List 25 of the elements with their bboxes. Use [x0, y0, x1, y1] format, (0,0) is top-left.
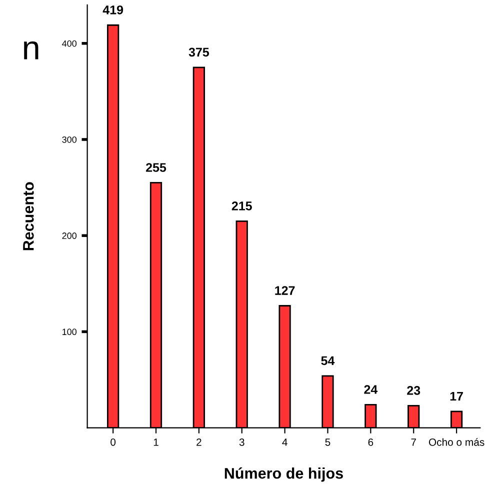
y-tick-label: 200 [62, 232, 77, 239]
x-tick-label: 5 [325, 438, 330, 446]
x-tick-label: 6 [368, 438, 374, 446]
text: n [24, 41, 38, 60]
data-label: 255 [146, 163, 166, 172]
data-label: 375 [188, 48, 210, 57]
x-tick-label: 1 [154, 438, 158, 446]
y-tick-label: 100 [62, 328, 77, 336]
x-tick-label: 2 [196, 438, 202, 446]
x-tick-label: 7 [411, 438, 416, 446]
x-tick-label: 4 [282, 438, 288, 446]
y-tick-label: 300 [62, 136, 77, 143]
x-tick-label: Ocho o más [428, 438, 484, 446]
data-label: 127 [275, 286, 295, 295]
y-axis-title: Recuento [23, 182, 34, 250]
x-tick-label: 0 [110, 438, 116, 446]
data-label: 419 [102, 5, 124, 14]
x-axis-title: Número de hijos [224, 467, 343, 482]
data-label: 17 [450, 392, 463, 401]
data-label: 54 [321, 356, 335, 366]
data-label: 215 [232, 202, 252, 210]
data-label: 24 [364, 385, 378, 394]
y-tick-label: 400 [62, 40, 77, 47]
data-label: 23 [407, 386, 420, 395]
x-tick-label: 3 [239, 438, 244, 446]
